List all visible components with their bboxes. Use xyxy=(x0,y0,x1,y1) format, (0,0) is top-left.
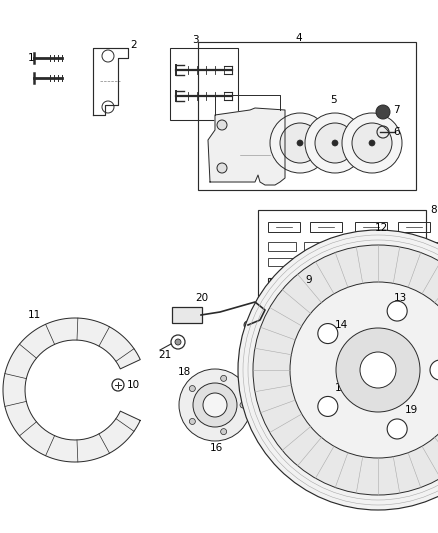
Circle shape xyxy=(318,397,338,416)
Circle shape xyxy=(238,230,438,510)
Circle shape xyxy=(360,352,396,388)
Text: 3: 3 xyxy=(192,35,198,45)
Circle shape xyxy=(407,382,423,398)
Bar xyxy=(198,42,416,190)
Text: 11: 11 xyxy=(28,310,41,320)
Bar xyxy=(170,48,238,120)
Bar xyxy=(354,278,384,311)
Circle shape xyxy=(352,123,392,163)
Polygon shape xyxy=(208,108,285,185)
Circle shape xyxy=(369,297,375,303)
Text: 19: 19 xyxy=(405,405,418,415)
Circle shape xyxy=(253,245,438,495)
Circle shape xyxy=(175,339,181,345)
Bar xyxy=(398,222,430,232)
Bar xyxy=(352,278,386,333)
Polygon shape xyxy=(402,375,428,405)
Bar xyxy=(312,278,342,311)
Bar xyxy=(270,278,300,311)
Text: 4: 4 xyxy=(295,33,302,43)
Circle shape xyxy=(244,321,252,329)
FancyBboxPatch shape xyxy=(172,307,202,323)
Bar xyxy=(268,222,300,232)
Text: 8: 8 xyxy=(430,205,437,215)
Circle shape xyxy=(342,113,402,173)
Text: 12: 12 xyxy=(375,223,388,233)
Circle shape xyxy=(376,105,390,119)
Text: 10: 10 xyxy=(127,380,140,390)
Text: 7: 7 xyxy=(393,105,399,115)
Bar xyxy=(415,242,438,251)
Circle shape xyxy=(189,418,195,424)
Circle shape xyxy=(369,140,375,146)
Circle shape xyxy=(305,113,365,173)
Polygon shape xyxy=(360,357,374,373)
Circle shape xyxy=(411,386,419,394)
Text: 13: 13 xyxy=(394,293,407,303)
Text: 20: 20 xyxy=(195,293,208,303)
Text: 5: 5 xyxy=(330,95,337,105)
Circle shape xyxy=(217,163,227,173)
Text: 2: 2 xyxy=(130,40,137,50)
Bar xyxy=(304,242,332,251)
Circle shape xyxy=(221,429,226,434)
Text: 1: 1 xyxy=(28,53,35,63)
Circle shape xyxy=(290,282,438,458)
Circle shape xyxy=(318,324,338,344)
Bar xyxy=(380,258,408,266)
Bar xyxy=(393,278,427,333)
Bar xyxy=(378,242,406,251)
Bar xyxy=(342,258,370,266)
Circle shape xyxy=(387,301,407,321)
Bar xyxy=(310,278,344,333)
Circle shape xyxy=(270,113,330,173)
Text: 18: 18 xyxy=(178,367,191,377)
Bar xyxy=(310,222,342,232)
Text: 21: 21 xyxy=(158,350,171,360)
Text: 15: 15 xyxy=(335,383,348,393)
Circle shape xyxy=(280,123,320,163)
Polygon shape xyxy=(360,312,374,328)
Circle shape xyxy=(203,393,227,417)
Circle shape xyxy=(240,402,246,408)
Bar xyxy=(258,210,426,385)
Bar xyxy=(304,258,332,266)
Bar xyxy=(268,258,296,266)
Circle shape xyxy=(332,140,338,146)
Bar xyxy=(342,242,370,251)
Circle shape xyxy=(189,385,195,392)
Polygon shape xyxy=(3,318,140,462)
Circle shape xyxy=(217,120,227,130)
Circle shape xyxy=(297,140,303,146)
Circle shape xyxy=(221,375,226,382)
Bar xyxy=(395,278,425,311)
Bar xyxy=(268,278,302,333)
Circle shape xyxy=(179,369,251,441)
Text: 16: 16 xyxy=(210,443,223,453)
Circle shape xyxy=(387,419,407,439)
Circle shape xyxy=(193,383,237,427)
Circle shape xyxy=(315,123,355,163)
Circle shape xyxy=(336,328,420,412)
Text: 9: 9 xyxy=(305,275,311,285)
Text: 14: 14 xyxy=(335,320,348,330)
Bar xyxy=(268,242,296,251)
Bar xyxy=(355,222,387,232)
Text: 6: 6 xyxy=(393,127,399,137)
Circle shape xyxy=(430,360,438,380)
